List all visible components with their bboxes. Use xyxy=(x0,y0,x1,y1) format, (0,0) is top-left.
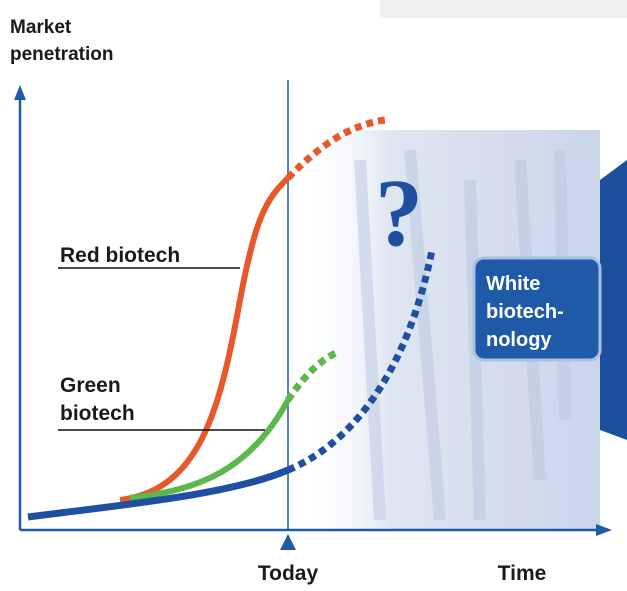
right-edge xyxy=(600,160,627,440)
blue-curve-forecast xyxy=(286,249,436,474)
x-axis-arrow xyxy=(596,524,612,536)
top-panel xyxy=(380,0,627,18)
green-label: Green xyxy=(60,374,121,397)
red-label: Red biotech xyxy=(60,244,180,267)
blue-curve xyxy=(27,466,290,521)
green-curve-forecast xyxy=(285,348,340,402)
white-label: nology xyxy=(486,329,552,351)
today-marker xyxy=(280,534,296,550)
y-axis-label: Market xyxy=(10,17,72,38)
white-label: White xyxy=(486,273,540,295)
white-box xyxy=(472,256,602,362)
x-axis-label: Time xyxy=(498,562,547,585)
green-label: biotech xyxy=(60,402,135,425)
red-curve-forecast xyxy=(285,116,386,181)
question-mark: ? xyxy=(375,159,423,266)
red-curve xyxy=(119,175,291,503)
y-axis-label: penetration xyxy=(10,44,113,65)
white-label: biotech- xyxy=(486,301,564,323)
today-label: Today xyxy=(258,562,319,585)
y-axis-arrow xyxy=(14,85,26,100)
green-curve xyxy=(129,398,291,501)
